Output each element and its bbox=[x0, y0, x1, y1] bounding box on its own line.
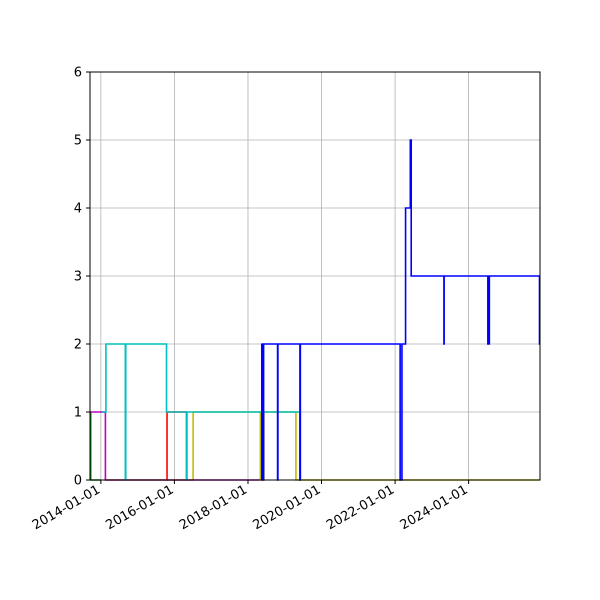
y-tick-label: 6 bbox=[74, 66, 82, 81]
series-line-2 bbox=[102, 343, 301, 481]
y-tick-label: 0 bbox=[74, 474, 82, 489]
y-tick-label: 2 bbox=[74, 338, 82, 353]
y-tick-label: 4 bbox=[74, 202, 82, 217]
series-line-1 bbox=[260, 139, 541, 481]
y-tick-label: 3 bbox=[74, 270, 82, 285]
y-tick-label: 5 bbox=[74, 134, 82, 149]
y-tick-label: 1 bbox=[74, 406, 82, 421]
y-axis: 0 1 2 3 4 5 6 bbox=[74, 66, 90, 489]
